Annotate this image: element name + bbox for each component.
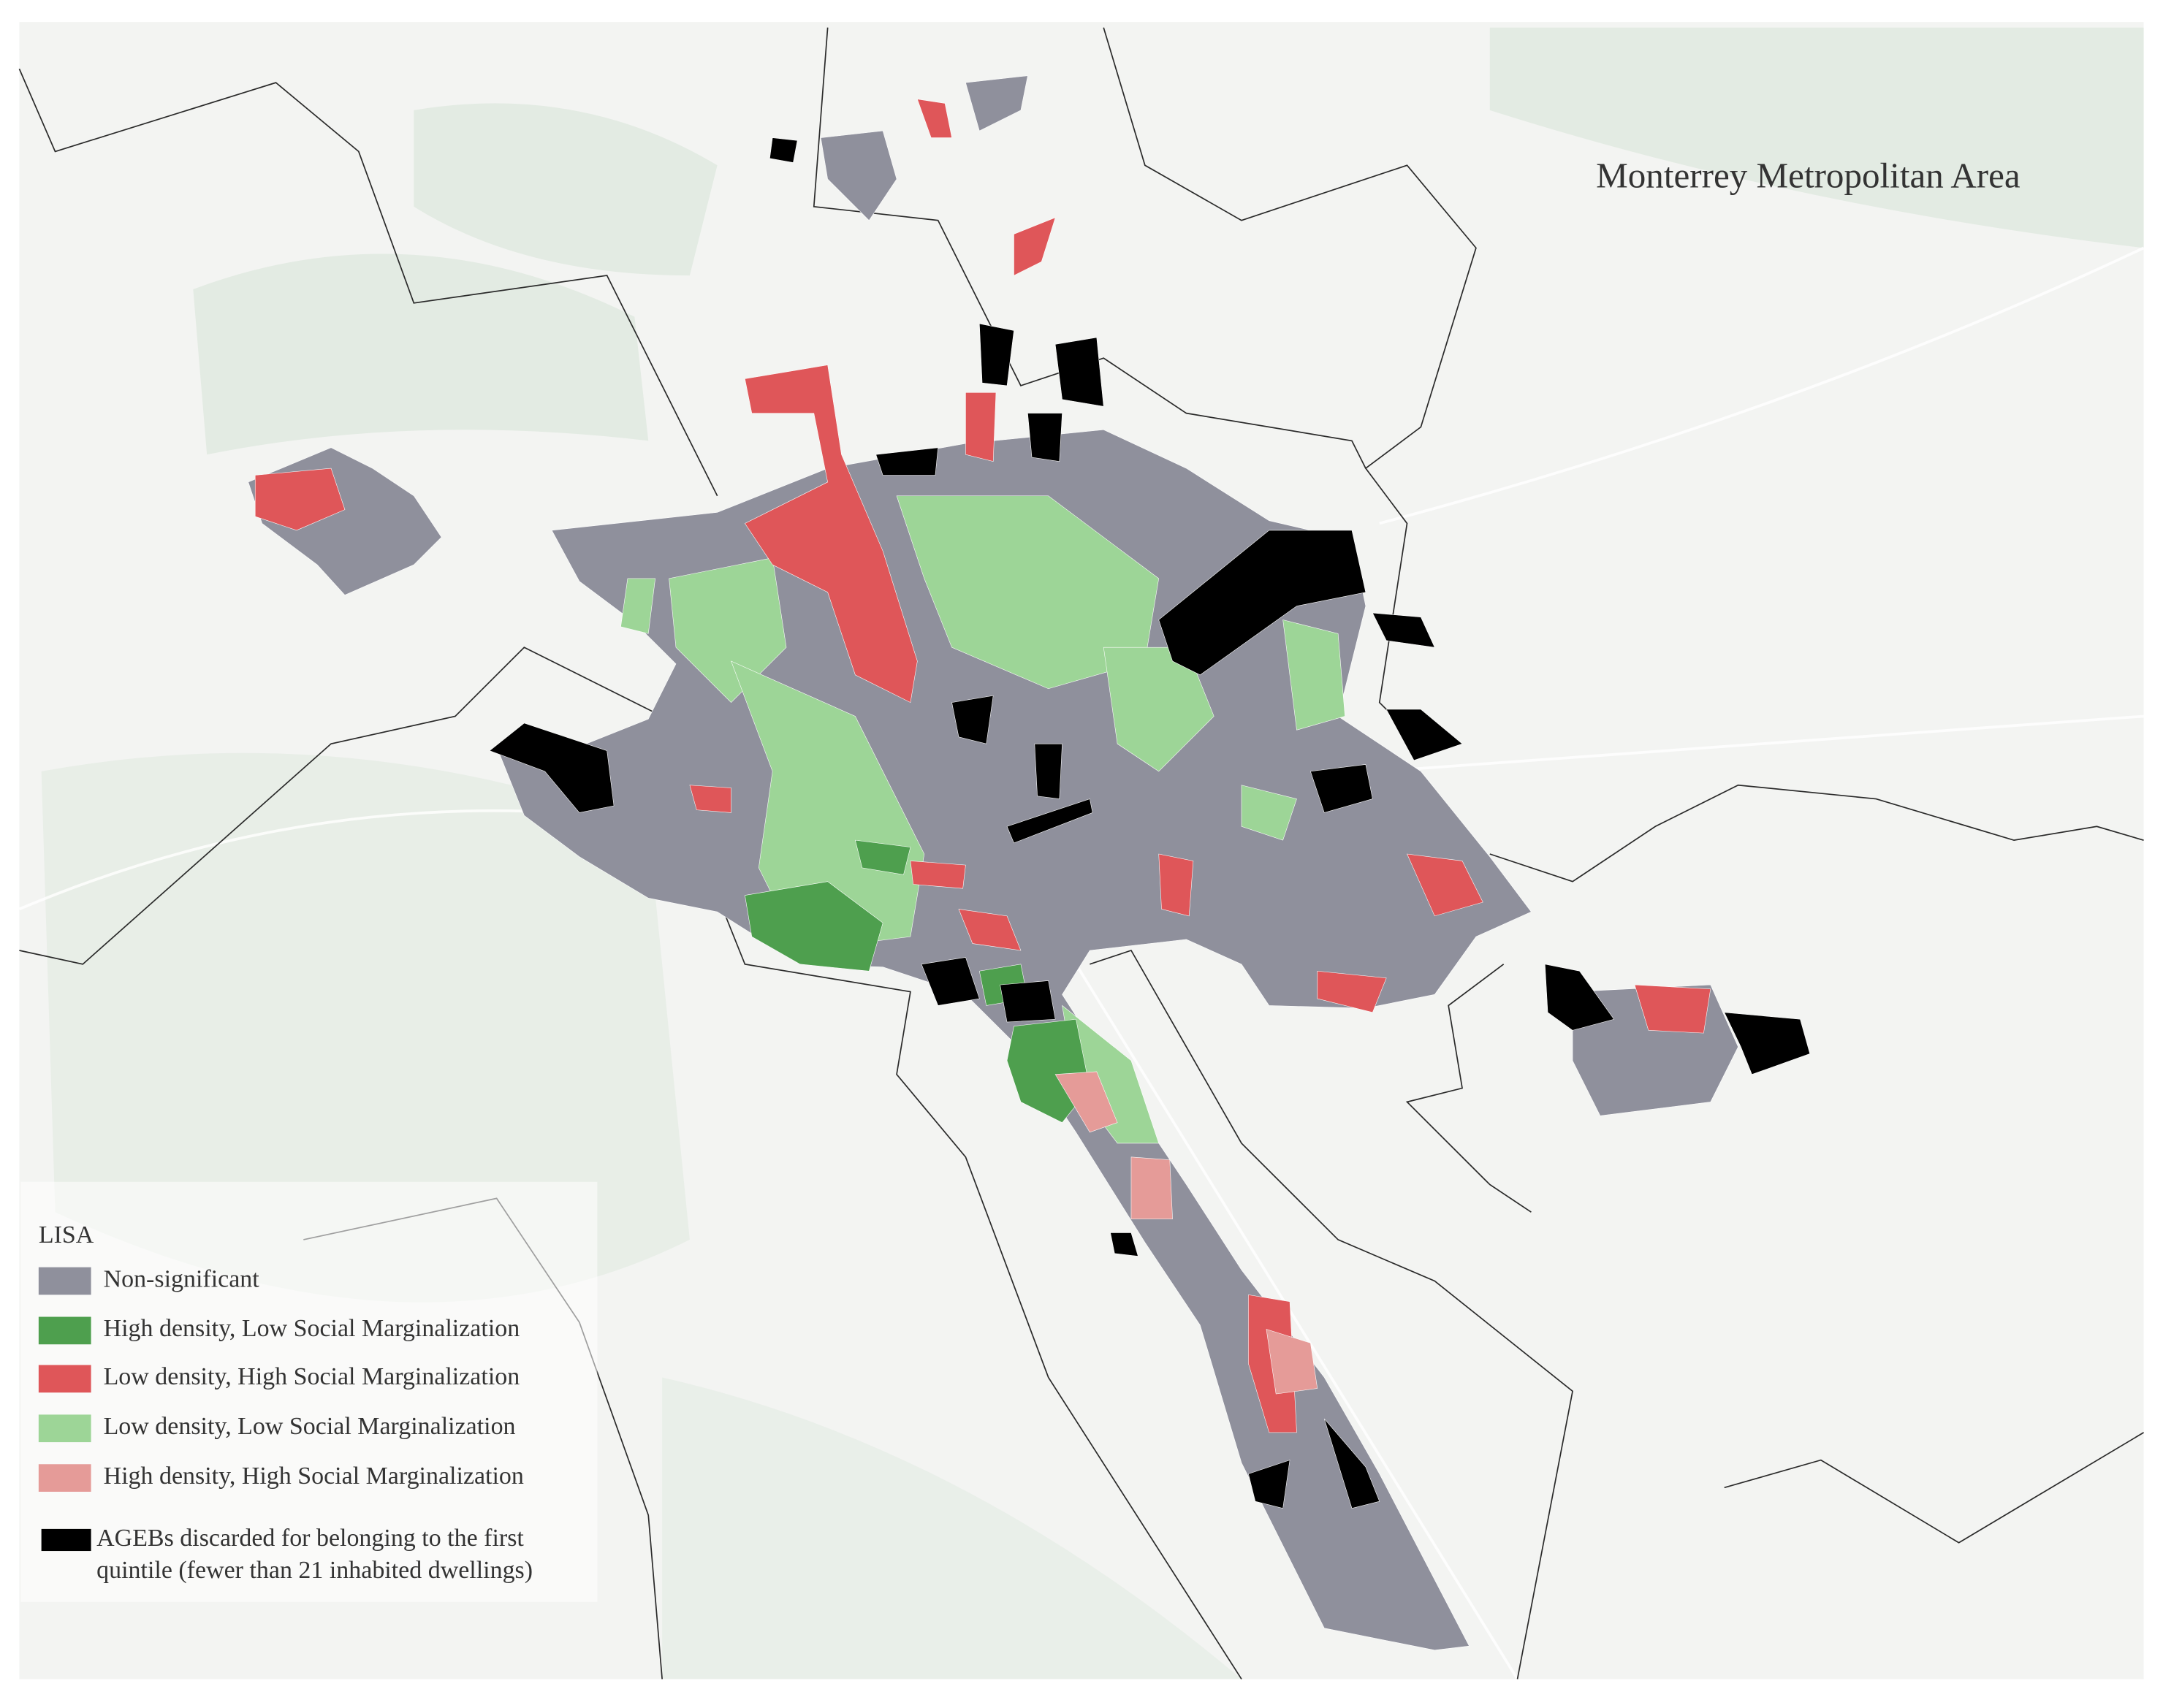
discarded-area [1000,980,1056,1023]
road [1074,963,1519,1680]
boundary [1090,949,1573,1680]
non-significant-area [965,75,1028,131]
discarded-area [875,447,938,476]
legend-label: Low density, High Social Marginalization [104,1363,520,1390]
text-line: AGEBs discarded for belonging to the fir… [96,1525,524,1552]
discarded-area [769,137,798,163]
discarded-area [1027,413,1063,462]
discarded-area [1372,612,1435,648]
hill [414,103,718,276]
low-low-area [620,578,656,634]
legend-swatch [38,1267,91,1295]
discarded-area [1110,1232,1138,1257]
low-high-area [689,785,731,813]
hill [193,253,649,455]
legend-swatch [41,1528,91,1552]
discarded-area [489,723,615,813]
discarded-area [1054,337,1104,407]
discarded-area [921,957,980,1006]
discarded-area [979,323,1014,386]
legend-label: Non-significant [104,1265,260,1292]
discarded-area [1323,1418,1380,1509]
low-high-area [744,365,918,704]
boundary [1405,964,1532,1213]
discarded-area [1309,764,1373,813]
legend-label: High density, Low Social Marginalization [104,1315,520,1342]
legend: LISA Non-significant High density, Low So… [20,1181,598,1602]
low-high-area [965,392,997,462]
boundary [1489,784,2144,882]
agebs [248,75,1811,1651]
text-line: quintile (fewer than 21 inhabited dwelli… [96,1557,533,1584]
terrain [41,27,2144,1680]
low-high-area [916,99,952,138]
discarded-area [1724,1012,1811,1075]
low-low-area [896,495,1160,690]
discarded-area [1006,798,1093,844]
hill [662,1377,1242,1680]
boundary [1724,1432,2145,1544]
low-high-area [958,909,1022,951]
high-high-area [1130,1156,1173,1219]
low-high-area [910,861,966,889]
discarded-area [1248,1460,1290,1509]
low-high-area [1634,984,1711,1034]
discarded-area [1034,743,1063,799]
non-significant-area [820,130,897,221]
map-title: Monterrey Metropolitan Area [1596,155,2021,195]
legend-label: High density, High Social Marginalizatio… [104,1463,524,1490]
high-low-area [745,881,883,972]
discarded-area [1158,530,1366,676]
road [1379,246,2145,525]
hill [1489,27,2144,248]
high-high-area [1266,1329,1318,1395]
legend-label: Low density, Low Social Marginalization [104,1413,516,1440]
discarded-area [1544,964,1615,1031]
legend-swatch [38,1316,91,1345]
discarded-area [1385,709,1463,761]
boundary [1103,27,1477,744]
low-low-area [1241,785,1297,841]
legend-label: AGEBs discarded for belonging to the fir… [96,1525,533,1584]
low-high-area [1014,217,1056,276]
boundary [19,647,718,965]
low-high-area [1407,853,1483,917]
boundary [18,68,718,497]
legend-background [20,1181,598,1602]
high-high-area [1054,1071,1118,1133]
hill [41,752,690,1303]
discarded-area [951,695,994,744]
boundary [716,895,1242,1680]
legend-title: LISA [39,1221,94,1248]
low-high-area [1158,853,1194,917]
low-high-area [1317,970,1387,1013]
legend-swatch [38,1365,91,1393]
legend-swatch [38,1464,91,1492]
low-low-area [1282,619,1345,731]
legend-swatch [38,1414,91,1443]
high-low-area [855,839,911,875]
low-high-area [254,468,346,531]
